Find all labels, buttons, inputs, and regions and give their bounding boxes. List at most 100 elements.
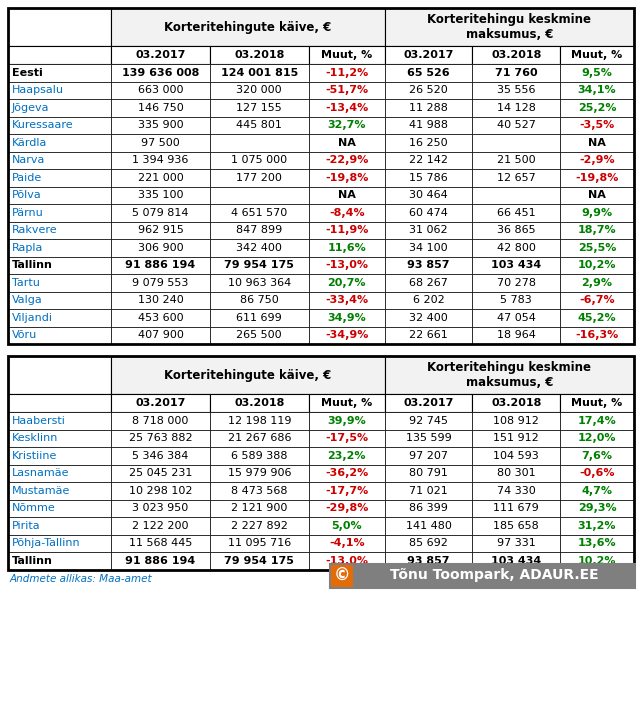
Text: Võru: Võru [12, 330, 37, 341]
Bar [385, 82, 473, 99]
Text: -36,2%: -36,2% [325, 469, 369, 478]
Bar [560, 534, 634, 552]
Text: 12 657: 12 657 [497, 173, 535, 183]
Bar [309, 394, 385, 412]
Text: Põhja-Tallinn: Põhja-Tallinn [12, 538, 81, 548]
Bar [8, 152, 111, 169]
Text: 47 054: 47 054 [497, 313, 535, 322]
Text: 265 500: 265 500 [236, 330, 282, 341]
Bar [210, 291, 309, 309]
Bar [473, 134, 560, 152]
Text: Muut, %: Muut, % [321, 50, 372, 60]
Text: -11,2%: -11,2% [325, 68, 369, 78]
Bar [385, 8, 634, 46]
Text: -11,9%: -11,9% [325, 226, 369, 235]
Bar [111, 356, 385, 394]
Text: 17,4%: 17,4% [578, 416, 616, 426]
Text: 31,2%: 31,2% [578, 521, 616, 531]
Bar [473, 517, 560, 534]
Bar [8, 552, 111, 570]
Bar [111, 99, 210, 116]
Bar [111, 257, 210, 274]
Bar [111, 309, 210, 327]
Bar [385, 257, 473, 274]
Bar [309, 464, 385, 482]
Bar [210, 257, 309, 274]
Text: 25,5%: 25,5% [578, 243, 616, 253]
Text: 847 899: 847 899 [236, 226, 282, 235]
Text: 108 912: 108 912 [493, 416, 539, 426]
Bar [473, 204, 560, 221]
Bar [111, 447, 210, 464]
Text: 22 142: 22 142 [409, 155, 448, 166]
Text: 663 000: 663 000 [138, 85, 184, 95]
Text: 177 200: 177 200 [236, 173, 282, 183]
Bar [473, 552, 560, 570]
Text: 03.2018: 03.2018 [491, 398, 541, 408]
Text: Mustamäe: Mustamäe [12, 486, 71, 496]
Bar [8, 500, 111, 517]
Text: 93 857: 93 857 [408, 260, 450, 270]
Text: 221 000: 221 000 [137, 173, 184, 183]
Bar [385, 64, 473, 82]
Bar [560, 394, 634, 412]
Text: 86 399: 86 399 [409, 503, 448, 513]
Text: 103 434: 103 434 [491, 260, 541, 270]
Bar [385, 116, 473, 134]
Text: 80 301: 80 301 [497, 469, 535, 478]
Bar [385, 204, 473, 221]
Bar [560, 327, 634, 344]
Text: -8,4%: -8,4% [329, 208, 365, 218]
Bar [385, 274, 473, 291]
Bar [560, 204, 634, 221]
Text: NA: NA [338, 190, 356, 200]
Text: Pirita: Pirita [12, 521, 40, 531]
Text: -13,0%: -13,0% [325, 260, 369, 270]
Text: 21 500: 21 500 [497, 155, 535, 166]
Bar [8, 8, 634, 344]
Bar [473, 169, 560, 187]
Bar [111, 116, 210, 134]
Bar [560, 274, 634, 291]
Bar [309, 169, 385, 187]
Text: 34 100: 34 100 [410, 243, 448, 253]
Text: 6 202: 6 202 [413, 295, 444, 305]
Bar [473, 291, 560, 309]
Bar [111, 134, 210, 152]
Bar [560, 99, 634, 116]
Text: Rapla: Rapla [12, 243, 44, 253]
Text: 93 857: 93 857 [408, 556, 450, 566]
Bar [111, 64, 210, 82]
Bar [560, 412, 634, 429]
Bar [111, 291, 210, 309]
Text: 71 760: 71 760 [495, 68, 537, 78]
Text: 25 045 231: 25 045 231 [129, 469, 192, 478]
Bar [111, 239, 210, 257]
Text: 111 679: 111 679 [493, 503, 539, 513]
Bar [560, 482, 634, 500]
Bar [560, 46, 634, 64]
Bar [473, 327, 560, 344]
Text: 335 900: 335 900 [138, 120, 184, 130]
Bar [309, 482, 385, 500]
Text: 11,6%: 11,6% [327, 243, 366, 253]
Bar [560, 429, 634, 447]
Bar [8, 356, 634, 570]
Text: 03.2017: 03.2017 [135, 398, 186, 408]
Bar [473, 309, 560, 327]
Bar [8, 482, 111, 500]
Text: 31 062: 31 062 [410, 226, 448, 235]
Bar [560, 116, 634, 134]
Bar [473, 412, 560, 429]
Bar [8, 8, 111, 46]
Bar [111, 152, 210, 169]
Text: Põlva: Põlva [12, 190, 42, 200]
Text: -19,8%: -19,8% [575, 173, 619, 183]
Bar [8, 116, 111, 134]
Text: 91 886 194: 91 886 194 [125, 260, 196, 270]
Text: 03.2017: 03.2017 [135, 50, 186, 60]
Text: Korteritehingute käive, €: Korteritehingute käive, € [164, 369, 332, 382]
Text: Muut, %: Muut, % [571, 50, 623, 60]
Text: 407 900: 407 900 [137, 330, 184, 341]
Bar [309, 500, 385, 517]
